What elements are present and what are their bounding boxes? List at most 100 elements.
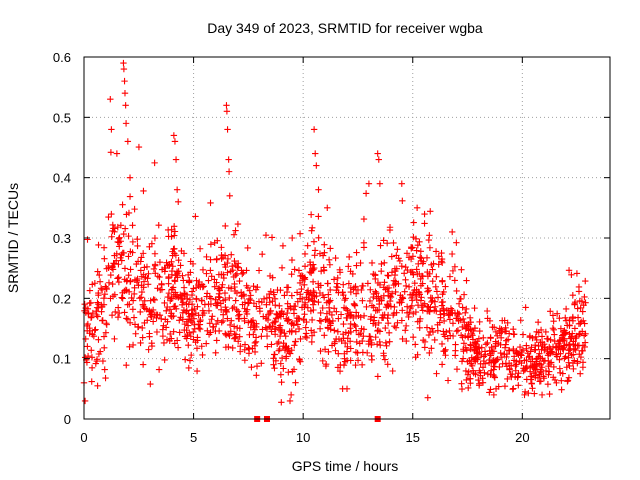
- data-point: [144, 275, 151, 282]
- data-point: [562, 353, 569, 360]
- data-point: [430, 307, 438, 314]
- data-point: [230, 323, 238, 330]
- data-point: [290, 310, 298, 317]
- data-point: [274, 314, 282, 321]
- data-point: [418, 303, 425, 311]
- data-point: [316, 325, 324, 332]
- data-point: [301, 250, 309, 258]
- data-point: [86, 287, 94, 294]
- data-point: [332, 254, 339, 262]
- data-point: [186, 357, 194, 364]
- data-point: [412, 354, 419, 361]
- data-point: [189, 311, 196, 318]
- data-point: [360, 244, 368, 251]
- data-point: [203, 270, 210, 277]
- spike-point: [170, 132, 178, 139]
- spike-point: [413, 204, 421, 212]
- data-point: [446, 273, 454, 280]
- data-point: [271, 351, 278, 358]
- data-point: [126, 193, 134, 200]
- data-point: [149, 318, 157, 325]
- data-point: [542, 367, 550, 375]
- data-point: [553, 310, 561, 317]
- data-point: [315, 299, 322, 306]
- data-point: [429, 328, 437, 336]
- data-point: [549, 325, 557, 332]
- data-point: [196, 245, 204, 252]
- data-point: [501, 344, 509, 351]
- data-point: [353, 327, 360, 334]
- data-point: [432, 248, 440, 255]
- data-point: [263, 332, 271, 340]
- data-point: [288, 328, 295, 336]
- data-point: [205, 307, 213, 315]
- data-point: [462, 367, 470, 375]
- data-point: [372, 288, 379, 295]
- data-point: [373, 341, 381, 348]
- data-point: [100, 333, 108, 340]
- data-point: [328, 311, 336, 319]
- data-point: [349, 270, 356, 278]
- data-point: [480, 357, 487, 365]
- spike-point: [313, 162, 320, 169]
- data-point: [81, 354, 89, 361]
- data-point: [358, 361, 366, 369]
- data-point: [357, 330, 364, 337]
- data-point: [555, 340, 562, 347]
- data-point: [236, 311, 243, 318]
- data-point: [201, 301, 209, 308]
- data-point: [476, 344, 483, 351]
- data-point: [359, 297, 366, 304]
- data-point: [186, 296, 194, 303]
- data-point: [140, 278, 148, 285]
- data-point: [82, 335, 89, 343]
- data-point: [252, 286, 260, 293]
- data-point: [481, 369, 488, 376]
- data-point: [295, 267, 303, 274]
- data-point: [501, 382, 509, 390]
- data-point: [222, 330, 229, 337]
- data-point: [428, 298, 435, 306]
- data-point: [352, 322, 359, 330]
- data-point: [219, 317, 227, 325]
- data-point: [155, 366, 163, 373]
- data-point: [309, 267, 316, 274]
- data-point: [520, 365, 527, 372]
- data-point: [483, 307, 491, 315]
- data-point: [311, 252, 318, 259]
- data-point: [298, 272, 306, 279]
- data-point: [226, 294, 233, 302]
- data-point: [188, 291, 196, 299]
- data-point: [268, 328, 275, 335]
- data-point: [198, 297, 205, 305]
- data-point: [509, 385, 516, 393]
- data-point: [421, 338, 429, 346]
- data-point: [582, 330, 589, 337]
- data-point: [138, 254, 145, 261]
- data-point: [216, 287, 224, 294]
- data-point: [177, 314, 184, 321]
- data-point: [562, 305, 570, 313]
- data-point: [332, 347, 339, 354]
- data-point: [268, 234, 276, 241]
- data-point: [111, 335, 118, 343]
- data-point: [95, 336, 102, 343]
- data-point: [355, 312, 362, 319]
- data-point: [340, 304, 348, 311]
- data-point: [222, 263, 229, 271]
- data-point: [144, 281, 152, 288]
- data-point: [391, 303, 398, 311]
- data-point: [278, 309, 285, 317]
- data-point: [424, 268, 431, 276]
- dip-point: [81, 397, 89, 405]
- data-point: [391, 265, 399, 272]
- data-point: [161, 299, 168, 307]
- data-point: [541, 347, 548, 354]
- data-point: [301, 281, 308, 289]
- data-point: [392, 288, 399, 296]
- data-point: [241, 357, 249, 364]
- data-point: [270, 291, 278, 298]
- data-point: [513, 350, 521, 357]
- data-point: [550, 374, 557, 381]
- data-point: [514, 373, 522, 380]
